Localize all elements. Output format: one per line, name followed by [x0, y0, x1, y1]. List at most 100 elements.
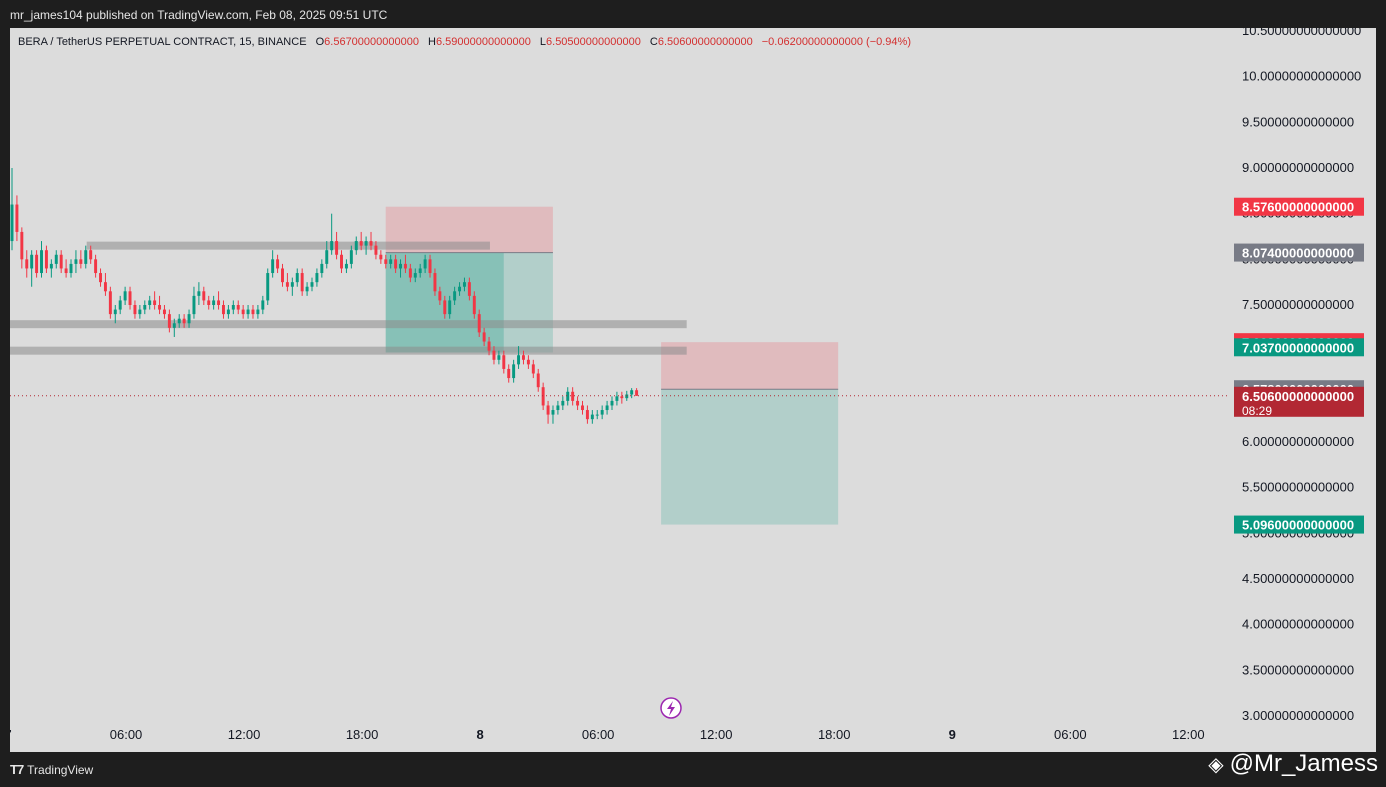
low-label: L [539, 36, 547, 48]
watermark-text: @Mr_Jamess [1229, 750, 1378, 777]
candle-body [507, 368, 511, 379]
candle-body [502, 355, 506, 369]
tradingview-logo[interactable]: T7 TradingView [10, 762, 93, 777]
symbol-name: BERA / TetherUS PERPETUAL CONTRACT, 15, … [18, 36, 307, 48]
price-tag-box [1234, 197, 1364, 216]
candle-body [138, 309, 142, 315]
x-tick-label: 06:00 [582, 727, 615, 742]
candle-body [172, 323, 176, 328]
price-tag-box [1234, 243, 1364, 262]
candle-body [15, 204, 19, 232]
candle-body [369, 241, 373, 246]
binance-diamond-icon: ◈ [1208, 753, 1224, 776]
candle-body [123, 291, 127, 301]
candle-body [600, 410, 604, 415]
y-tick-label: 5.50000000000000 [1242, 480, 1354, 495]
candle-body [128, 291, 132, 305]
chart-svg[interactable]: 10.50000000000000 10.00000000000000 9.5000… [10, 28, 1376, 752]
candle-body [89, 250, 93, 260]
candle-body [79, 259, 83, 264]
candle-body [207, 300, 211, 305]
candle-body [285, 282, 289, 287]
candle-body [30, 254, 34, 269]
candle-body [217, 300, 221, 305]
candle-body [315, 273, 319, 283]
candle-body [462, 282, 466, 287]
candle-body [69, 263, 73, 274]
candle-body [467, 282, 471, 296]
y-tick-label: 3.50000000000000 [1242, 662, 1354, 677]
candle-body [512, 364, 516, 379]
x-tick-label: 12:00 [700, 727, 733, 742]
lightning-bolt-icon [667, 701, 675, 716]
candle-body [177, 318, 181, 324]
price-tag-box [1234, 338, 1364, 357]
candle-body [453, 291, 457, 301]
tradingview-mark-icon: T7 [10, 762, 24, 777]
candle-body [566, 391, 570, 401]
candle-body [25, 259, 29, 269]
candle-body [305, 286, 309, 292]
candle-body [40, 250, 43, 274]
candle-body [354, 241, 358, 251]
candle-body [384, 259, 388, 264]
candle-body [571, 391, 575, 401]
candle-body [492, 350, 496, 360]
y-tick-label: 9.50000000000000 [1242, 114, 1354, 129]
published-info: mr_james104 published on TradingView.com… [10, 8, 388, 22]
candle-body [610, 400, 614, 406]
candle-body [153, 300, 157, 305]
candle-body [49, 263, 53, 269]
y-tick-label: 4.50000000000000 [1242, 571, 1354, 586]
position-stop-zone [661, 342, 839, 390]
x-tick-label: 9 [949, 727, 956, 742]
candle-body [167, 314, 171, 328]
candle-body [94, 259, 98, 274]
candle-body [231, 305, 235, 310]
candle-body [241, 309, 245, 315]
support-resistance-zone [86, 241, 490, 250]
candle-body [192, 295, 196, 315]
candle-body [143, 305, 147, 310]
candle-body [10, 204, 14, 242]
candle-body [526, 359, 530, 365]
candle-body [620, 396, 624, 399]
y-tick-label: 7.50000000000000 [1242, 297, 1354, 312]
candle-body [585, 410, 589, 420]
candle-body [625, 394, 629, 399]
candle-body [300, 273, 304, 292]
open-label: O [315, 36, 325, 48]
candle-body [576, 400, 580, 406]
candle-body [556, 405, 560, 411]
candle-body [340, 254, 343, 269]
candle-body [276, 259, 280, 269]
candle-body [517, 355, 521, 365]
symbol-legend: BERA / TetherUS PERPETUAL CONTRACT, 15, … [18, 36, 911, 48]
price-tag-label: 6.50600000000000 [1242, 389, 1354, 404]
chart-area[interactable]: 10.50000000000000 10.00000000000000 9.5000… [10, 28, 1376, 752]
candle-body [561, 400, 565, 406]
price-tag-label: 8.07400000000000 [1242, 246, 1354, 261]
candle-body [399, 263, 402, 269]
candle-body [84, 250, 88, 264]
candle-body [197, 291, 201, 296]
price-tag-label: 8.57600000000000 [1242, 200, 1354, 215]
candle-body [162, 309, 166, 315]
candle-body [403, 263, 407, 269]
support-resistance-zone [10, 320, 687, 329]
y-tick-label: 10.50000000000000 [1242, 28, 1361, 38]
candle-body [590, 414, 594, 420]
candle-body [335, 241, 339, 255]
candle-body [615, 396, 619, 401]
candle-body [133, 305, 137, 315]
candle-body [374, 245, 378, 255]
candle-body [20, 231, 24, 260]
price-tag-countdown: 08:29 [1242, 404, 1272, 418]
y-tick-label: 6.00000000000000 [1242, 434, 1354, 449]
candle-body [389, 259, 393, 264]
tradingview-brand: TradingView [27, 762, 94, 777]
x-tick-label: 18:00 [818, 727, 851, 742]
candle-body [359, 241, 363, 246]
candle-body [187, 314, 191, 324]
x-tick-label: 7 [10, 727, 12, 742]
